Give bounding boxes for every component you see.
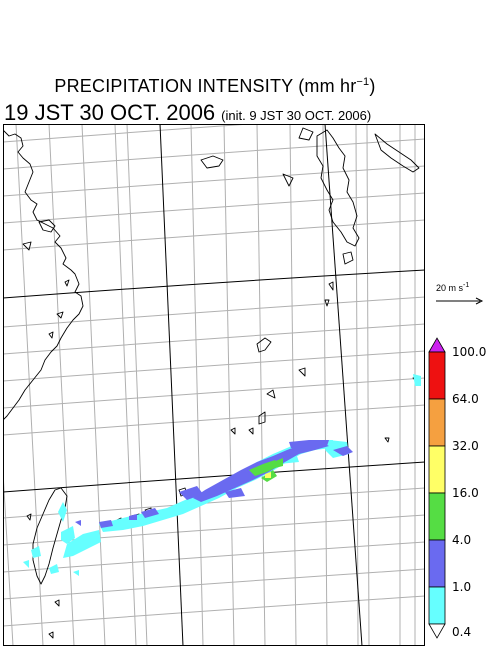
legend-swatch-16-32 (428, 445, 446, 494)
lat-lon-grid (3, 124, 425, 646)
precip-0-4-to-1 (23, 374, 421, 576)
legend-label-64: 64.0 (452, 392, 479, 406)
color-legend (428, 337, 446, 639)
major-grid (3, 124, 425, 646)
title-close-paren: ) (369, 76, 376, 96)
legend-label-0-4: 0.4 (452, 625, 472, 639)
legend-over-triangle (428, 337, 446, 353)
reference-vector-label: 20 m s-1 (436, 282, 470, 293)
map-frame (3, 124, 425, 646)
reference-vector-arrow-icon (436, 297, 484, 305)
legend-swatch-1-4 (428, 539, 446, 588)
legend-under-triangle (428, 623, 446, 639)
legend-label-1: 1.0 (452, 580, 472, 594)
legend-swatch-32-64 (428, 398, 446, 447)
legend-label-32: 32.0 (452, 439, 479, 453)
legend-swatch-64-100 (428, 351, 446, 400)
legend-swatch-0-4-1 (428, 586, 446, 625)
precip-16-to-32 (265, 472, 271, 478)
precipitation-field (23, 374, 421, 576)
map-title: PRECIPITATION INTENSITY (mm hr−1) (0, 76, 430, 97)
valid-time: 19 JST 30 OCT. 2006 (4, 100, 216, 125)
precipitation-map (3, 124, 425, 646)
map-subtitle: 19 JST 30 OCT. 2006 (init. 9 JST 30 OCT. … (4, 100, 371, 126)
init-time: (init. 9 JST 30 OCT. 2006) (221, 108, 372, 123)
reference-vector: 20 m s-1 (436, 282, 484, 311)
legend-swatch-4-16 (428, 492, 446, 541)
title-unit-exponent: −1 (356, 76, 370, 88)
title-text: PRECIPITATION INTENSITY (mm hr (54, 76, 357, 96)
legend-label-4: 4.0 (452, 533, 472, 547)
legend-label-16: 16.0 (452, 486, 479, 500)
legend-label-100: 100.0 (452, 345, 487, 359)
